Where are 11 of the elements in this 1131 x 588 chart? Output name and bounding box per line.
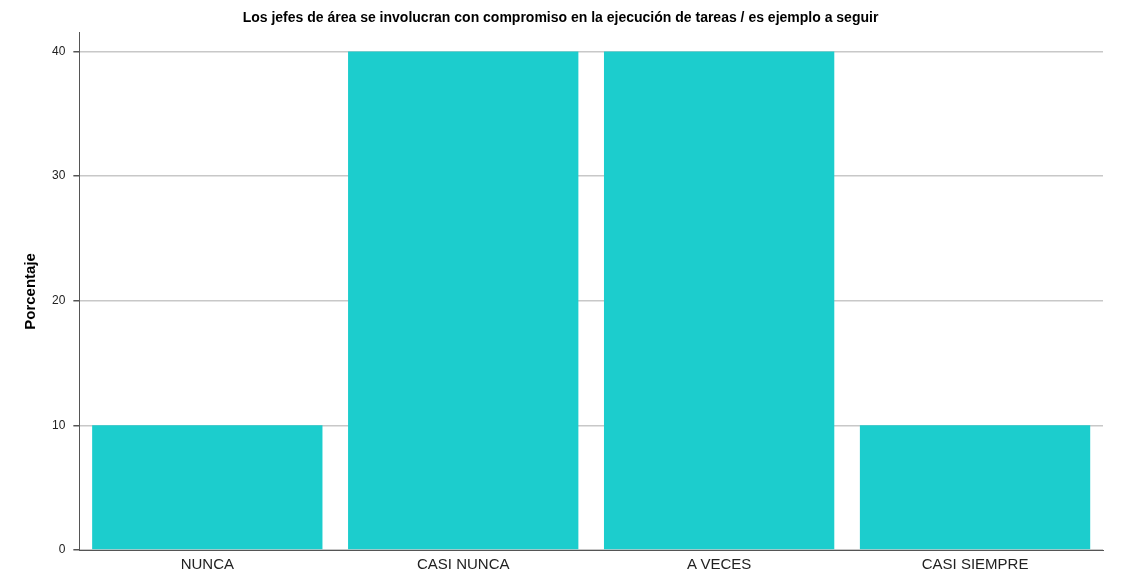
y-tick-label: 0 xyxy=(58,542,66,557)
x-tick-label: A VECES xyxy=(687,555,752,573)
y-tick-label: 20 xyxy=(51,293,66,308)
x-tick-label: NUNCA xyxy=(180,555,234,573)
y-tick-label: 10 xyxy=(51,417,66,432)
x-tick-label: CASI SIEMPRE xyxy=(921,555,1029,573)
y-tick-label: 40 xyxy=(51,43,66,58)
x-tick-label: CASI NUNCA xyxy=(416,555,510,573)
y-axis-title: Porcentaje xyxy=(21,253,39,330)
chart-title: Los jefes de área se involucran con compromiso en la ejecución de tareas / es ejemplo a seguir xyxy=(242,9,879,26)
y-tick-label: 30 xyxy=(51,168,66,183)
